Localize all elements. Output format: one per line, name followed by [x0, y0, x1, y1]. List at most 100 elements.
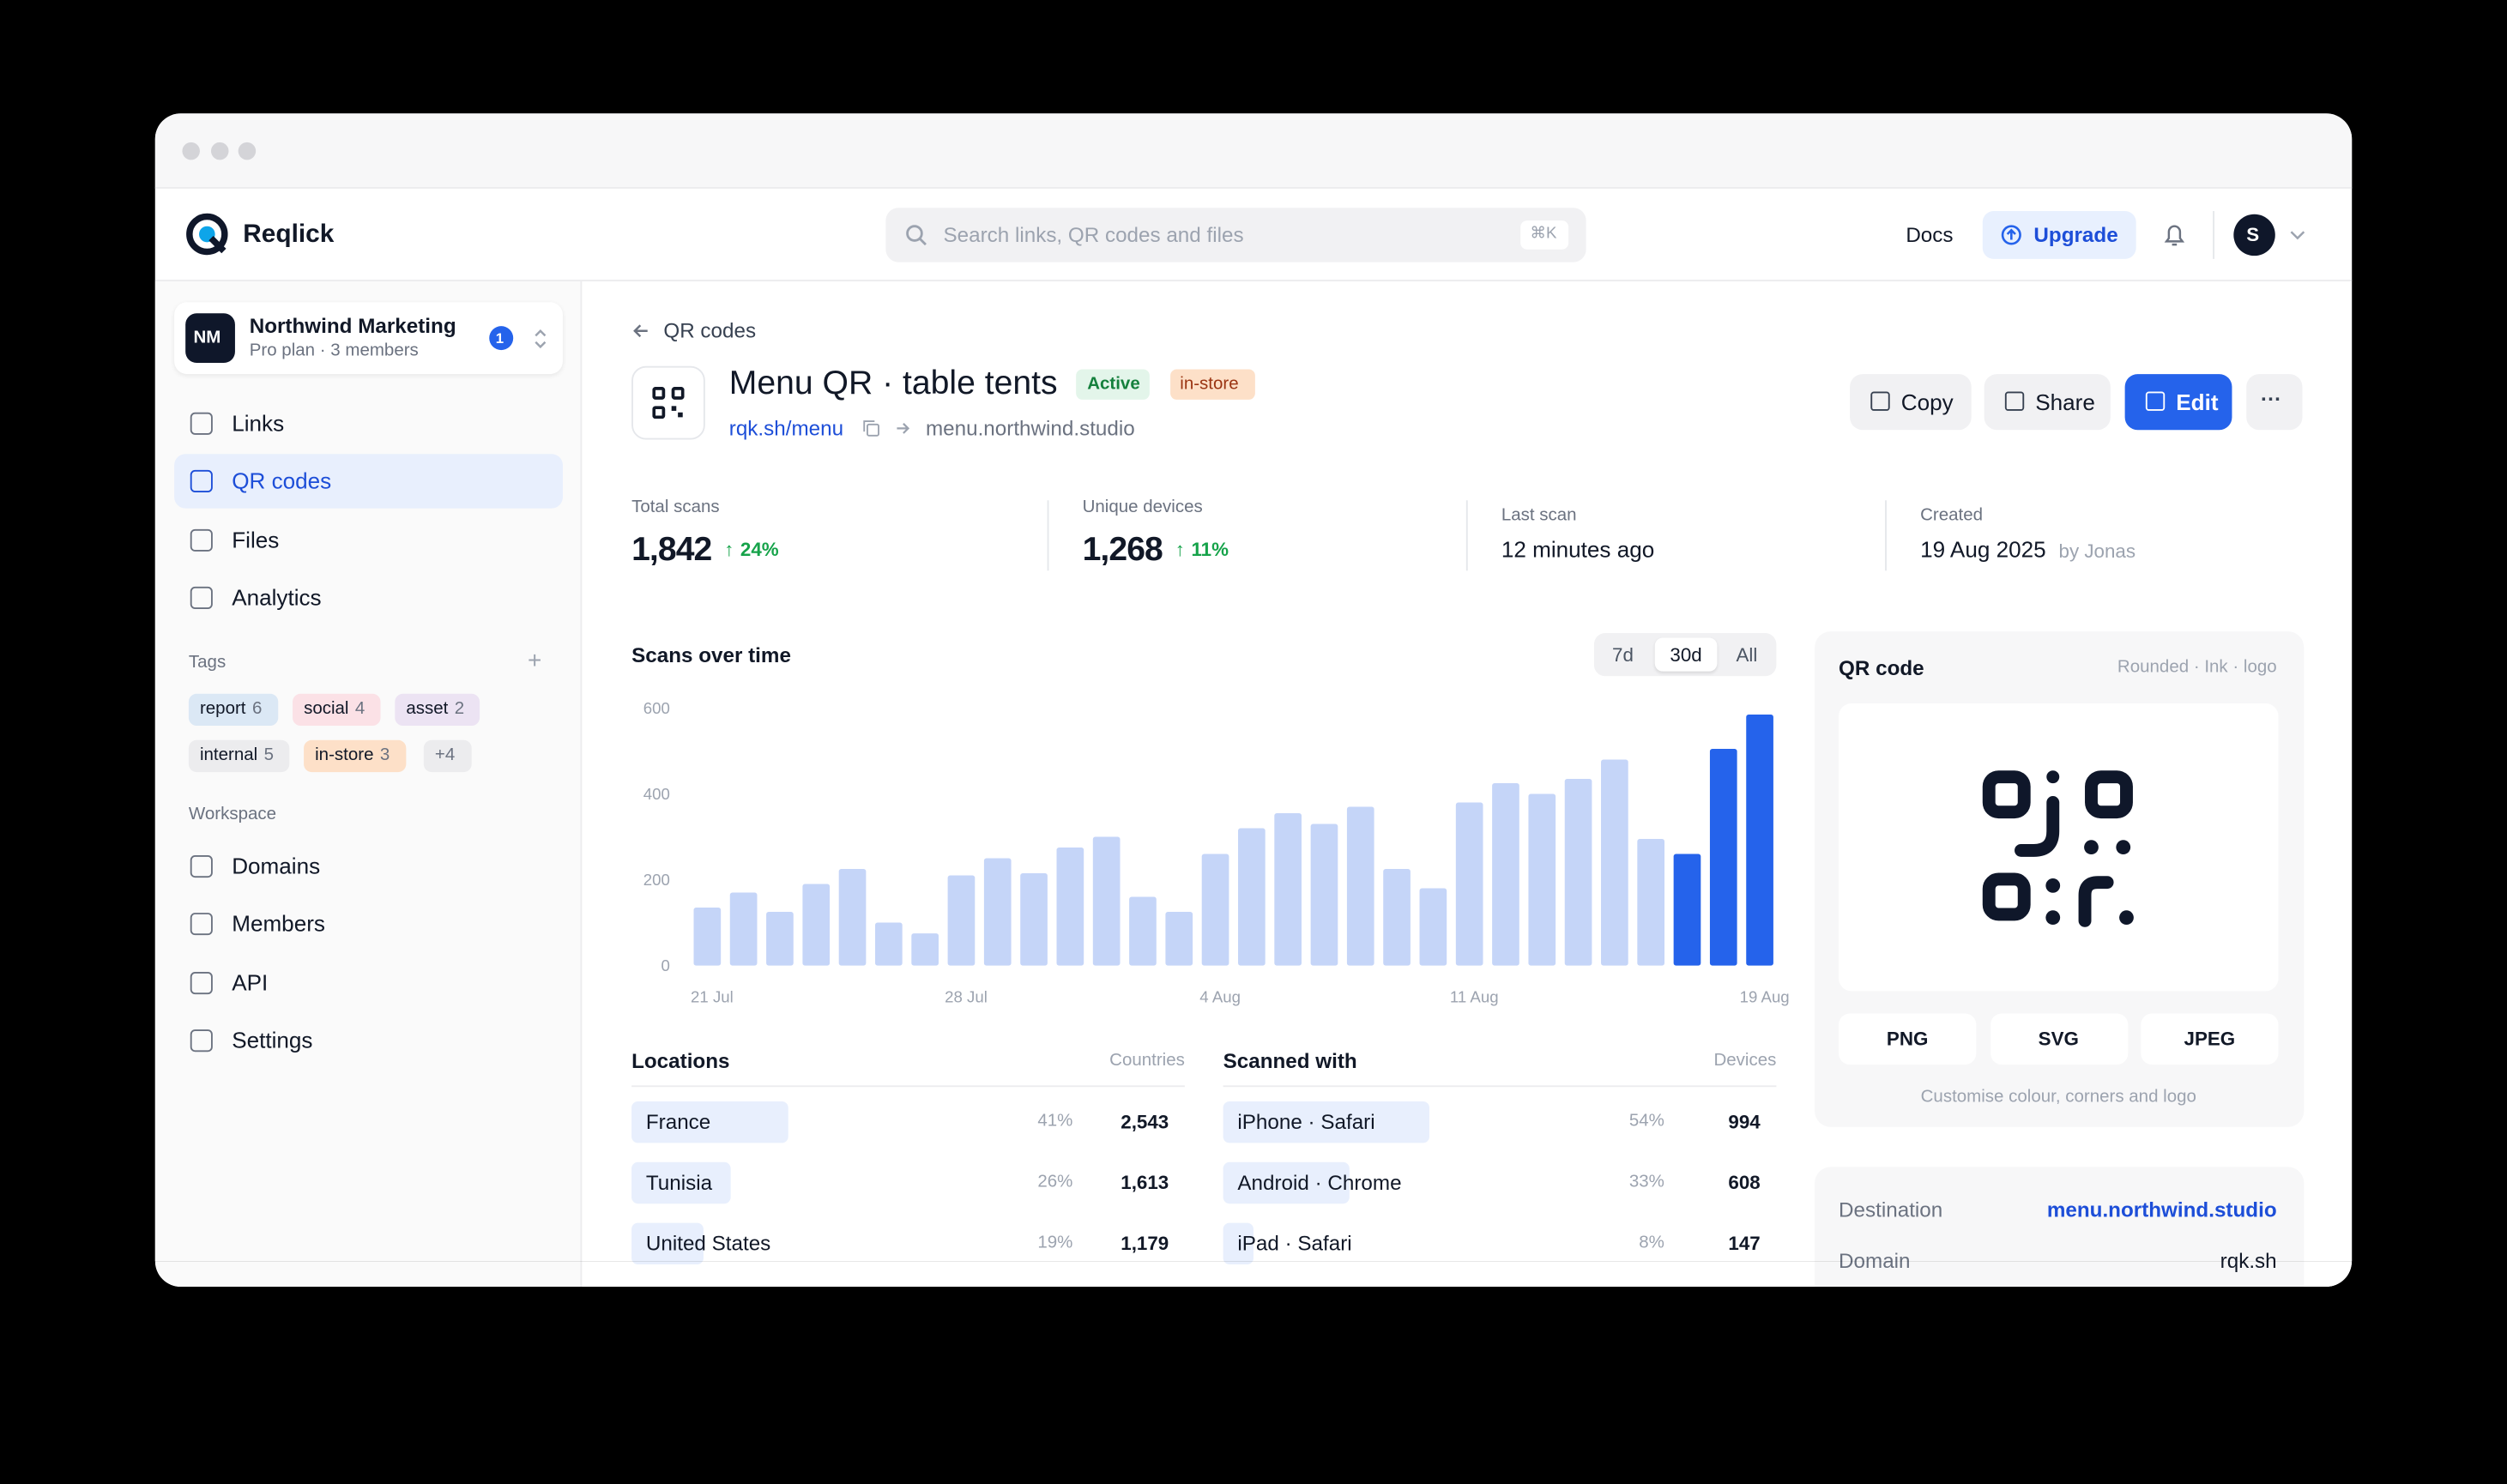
row-name: United States [645, 1231, 771, 1256]
table-title: Locations [631, 1048, 730, 1073]
avatar[interactable] [2233, 214, 2275, 256]
nav-item[interactable]: QR codes [232, 468, 332, 494]
bar [1709, 749, 1737, 966]
bar [911, 933, 939, 966]
nav-active [174, 454, 563, 510]
format-button[interactable] [1839, 1013, 1977, 1065]
stat-change: 11% [1191, 538, 1229, 561]
more-tags: +4 [434, 745, 456, 765]
upgrade-label: Upgrade [2033, 222, 2118, 247]
nav-icon [190, 586, 213, 609]
window-dot [210, 142, 229, 160]
more-button[interactable] [2246, 374, 2303, 431]
nav-icon [190, 971, 213, 994]
bar [1346, 806, 1374, 966]
bar [874, 922, 903, 966]
action-label: Edit [2176, 389, 2219, 415]
tag-chip[interactable] [188, 693, 279, 727]
row-pct: 41% [1037, 1111, 1073, 1131]
tag-name: social [304, 699, 349, 719]
range-option[interactable]: All [1736, 643, 1758, 667]
tag-chip[interactable] [293, 693, 382, 727]
action-button[interactable] [2124, 374, 2232, 431]
breadcrumb[interactable]: QR codes [663, 318, 757, 343]
share-bar [631, 1101, 788, 1143]
action-icon [2145, 391, 2166, 411]
stat-label: Unique devices [1082, 498, 1203, 517]
window-dot [238, 142, 257, 160]
stat-divider [1465, 500, 1468, 571]
tag-chip[interactable] [395, 693, 480, 727]
tag-count: 6 [251, 699, 263, 719]
short-link[interactable]: rqk.sh/menu [728, 415, 844, 440]
upgrade-button[interactable] [1982, 210, 2136, 259]
stat-divider [1885, 500, 1887, 571]
divider [1223, 1085, 1777, 1088]
qr-caption: Customise colour, corners and logo [1920, 1087, 2196, 1107]
action-label: Share [2035, 389, 2095, 415]
format-button[interactable] [1990, 1013, 2128, 1065]
row-count: 1,613 [1121, 1171, 1169, 1194]
docs-link[interactable]: Docs [1906, 222, 1954, 247]
copy-icon[interactable] [861, 419, 880, 437]
stat-value: 1,268 [1082, 531, 1163, 569]
y-tick-label: 600 [643, 699, 670, 717]
bar [1637, 839, 1665, 966]
bar [1310, 823, 1338, 966]
search-icon [906, 225, 927, 246]
format-button[interactable] [2141, 1013, 2279, 1065]
stat-value: 12 minutes ago [1501, 536, 1655, 563]
details-panel [1815, 1167, 2305, 1295]
bar [1492, 783, 1519, 966]
shortcut-key [1520, 220, 1569, 250]
table-title: Scanned with [1223, 1048, 1357, 1073]
nav-item[interactable]: Settings [232, 1027, 313, 1053]
row-count: 994 [1728, 1110, 1761, 1133]
sidebar [154, 281, 583, 1288]
nav-icon [190, 913, 213, 936]
row-pct: 54% [1628, 1111, 1664, 1131]
tag-chip[interactable] [423, 739, 472, 773]
bar [729, 892, 758, 966]
nav-item[interactable]: Members [232, 911, 325, 937]
avatar-initial: S [2246, 223, 2260, 246]
range-option[interactable]: 30d [1670, 643, 1702, 667]
stat-value: 19 Aug 2025 [1920, 536, 2046, 563]
tag-name: internal [199, 745, 258, 765]
qr-thumb [631, 365, 705, 440]
workspace-avatar [185, 313, 235, 364]
search-box[interactable] [885, 208, 1586, 262]
row-pct: 19% [1037, 1233, 1073, 1252]
row-count: 1,179 [1121, 1232, 1169, 1255]
nav-item[interactable]: Analytics [232, 584, 322, 610]
back-arrow[interactable] [631, 322, 650, 341]
row-name: Android · Chrome [1237, 1170, 1402, 1195]
nav-item[interactable]: API [232, 968, 269, 995]
bell-icon[interactable] [2163, 222, 2185, 248]
header [154, 189, 2353, 281]
range-option[interactable]: 7d [1612, 643, 1634, 667]
action-button[interactable] [1850, 374, 1972, 431]
share-bar [1223, 1161, 1350, 1204]
row-name: iPhone · Safari [1237, 1109, 1375, 1134]
qr-style: Rounded · Ink · logo [2117, 657, 2277, 678]
status-badge [1076, 369, 1150, 400]
nav-item[interactable]: Links [232, 410, 285, 436]
nav-item[interactable]: Domains [232, 853, 321, 879]
workspace-name: Northwind Marketing [249, 313, 456, 338]
bar [838, 869, 867, 966]
stat-divider [1047, 500, 1049, 571]
arrow-icon [897, 423, 910, 434]
row-count: 608 [1728, 1171, 1761, 1194]
y-tick-label: 0 [661, 956, 669, 974]
nav-item[interactable]: Files [232, 526, 280, 552]
tag-count: 5 [263, 745, 275, 765]
tag-chip[interactable] [304, 739, 407, 773]
add-tag[interactable]: + [527, 647, 542, 675]
row-name: iPad · Safari [1237, 1231, 1352, 1256]
y-tick-label: 200 [643, 871, 670, 889]
tag-chip[interactable] [188, 739, 290, 773]
title-bar [154, 113, 2353, 189]
more-icon: ··· [2261, 387, 2282, 412]
